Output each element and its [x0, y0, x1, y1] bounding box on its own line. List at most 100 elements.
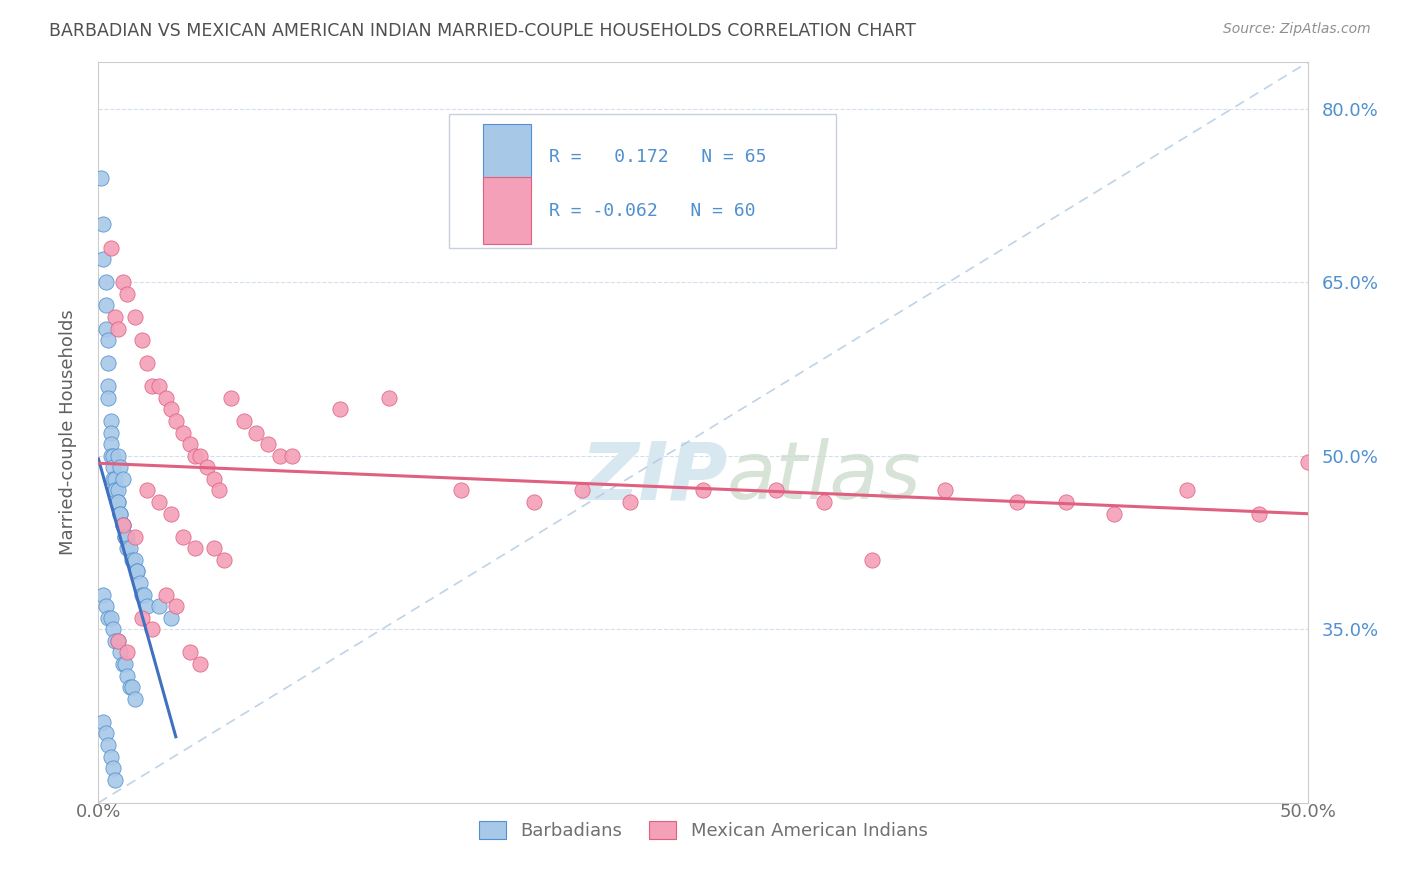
- Point: [91, 218, 114, 232]
- Point: [91, 714, 114, 729]
- Point: [101, 622, 124, 636]
- Point: [256, 437, 278, 451]
- Point: [1296, 454, 1319, 468]
- Point: [108, 507, 131, 521]
- Point: [111, 518, 134, 533]
- Point: [121, 553, 143, 567]
- Point: [97, 391, 120, 405]
- Point: [1175, 483, 1198, 498]
- Point: [107, 633, 129, 648]
- Point: [90, 171, 112, 186]
- Point: [765, 483, 787, 498]
- Text: ZIP: ZIP: [579, 438, 727, 516]
- Point: [377, 391, 399, 405]
- Point: [172, 425, 194, 440]
- Point: [1007, 495, 1029, 509]
- Point: [117, 530, 139, 544]
- Point: [124, 553, 146, 567]
- Text: R =   0.172   N = 65: R = 0.172 N = 65: [550, 148, 766, 166]
- Point: [160, 610, 183, 624]
- Point: [124, 310, 146, 324]
- Point: [172, 530, 194, 544]
- Point: [127, 565, 149, 579]
- Point: [101, 472, 124, 486]
- Point: [131, 610, 153, 624]
- Point: [232, 414, 254, 428]
- Point: [111, 518, 134, 533]
- Text: R = -0.062   N = 60: R = -0.062 N = 60: [550, 202, 756, 219]
- Point: [184, 449, 207, 463]
- Point: [619, 495, 641, 509]
- Point: [94, 599, 117, 614]
- Point: [117, 541, 139, 556]
- Point: [107, 449, 129, 463]
- Text: 50.0%: 50.0%: [1279, 803, 1336, 821]
- Point: [571, 483, 593, 498]
- Point: [165, 599, 187, 614]
- Text: BARBADIAN VS MEXICAN AMERICAN INDIAN MARRIED-COUPLE HOUSEHOLDS CORRELATION CHART: BARBADIAN VS MEXICAN AMERICAN INDIAN MAR…: [49, 22, 917, 40]
- Point: [155, 391, 177, 405]
- Point: [111, 275, 134, 289]
- Point: [107, 495, 129, 509]
- Point: [128, 576, 150, 591]
- Point: [117, 668, 139, 682]
- Point: [111, 657, 134, 671]
- Point: [148, 599, 170, 614]
- Point: [165, 414, 187, 428]
- Point: [100, 425, 122, 440]
- Point: [124, 691, 146, 706]
- Point: [212, 553, 235, 567]
- Point: [179, 437, 201, 451]
- Point: [204, 541, 226, 556]
- Point: [118, 541, 141, 556]
- Point: [111, 472, 134, 486]
- Point: [117, 286, 139, 301]
- Point: [97, 738, 120, 752]
- Point: [141, 379, 163, 393]
- Point: [100, 414, 122, 428]
- Point: [813, 495, 835, 509]
- Point: [204, 472, 226, 486]
- Point: [101, 761, 124, 775]
- Point: [141, 622, 163, 636]
- Point: [114, 657, 136, 671]
- Point: [134, 588, 156, 602]
- Point: [97, 610, 120, 624]
- Point: [108, 460, 131, 475]
- Point: [208, 483, 231, 498]
- Point: [100, 449, 122, 463]
- Point: [1054, 495, 1077, 509]
- Point: [127, 565, 149, 579]
- Text: atlas: atlas: [727, 438, 922, 516]
- Point: [179, 645, 201, 659]
- Point: [135, 356, 157, 370]
- Point: [107, 495, 129, 509]
- Point: [107, 483, 129, 498]
- Point: [94, 321, 117, 335]
- Point: [101, 460, 124, 475]
- Point: [131, 333, 153, 347]
- Point: [281, 449, 304, 463]
- Point: [245, 425, 267, 440]
- FancyBboxPatch shape: [449, 114, 837, 247]
- Point: [97, 379, 120, 393]
- Point: [111, 518, 134, 533]
- Point: [104, 483, 127, 498]
- Point: [118, 680, 141, 694]
- FancyBboxPatch shape: [482, 178, 531, 244]
- Point: [1102, 507, 1125, 521]
- Point: [221, 391, 243, 405]
- Point: [117, 645, 139, 659]
- Point: [860, 553, 883, 567]
- Point: [269, 449, 291, 463]
- FancyBboxPatch shape: [482, 124, 531, 191]
- Point: [97, 356, 120, 370]
- Legend: Barbadians, Mexican American Indians: Barbadians, Mexican American Indians: [470, 812, 936, 849]
- Point: [1249, 507, 1271, 521]
- Point: [135, 599, 157, 614]
- Point: [91, 252, 114, 266]
- Point: [94, 726, 117, 740]
- Point: [91, 588, 114, 602]
- Point: [934, 483, 956, 498]
- Point: [104, 483, 127, 498]
